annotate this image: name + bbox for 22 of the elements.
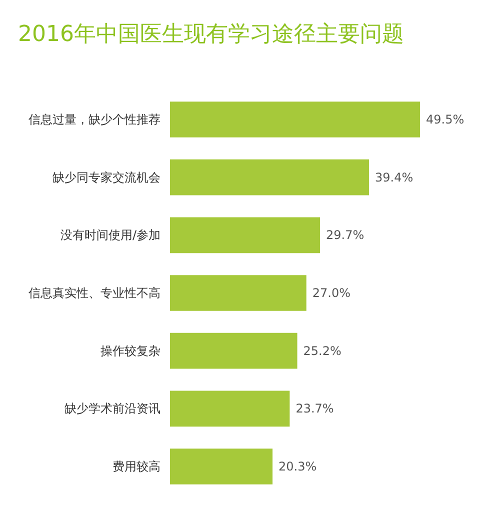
data-label: 39.4% [374,170,414,184]
y-tick-label: 信息真实性、专业性不高 [28,286,160,300]
data-label: 20.3% [278,460,317,474]
data-label: 29.7% [326,228,364,242]
data-label: 23.7% [296,402,334,416]
bar [170,275,306,311]
bar [170,332,298,369]
data-label: 27.0% [312,286,350,300]
y-tick-label: 缺少学术前沿资讯 [64,402,160,416]
y-tick-label: 没有时间使用/参加 [60,228,160,242]
y-tick-label: 操作较复杂 [100,344,160,358]
data-label: 25.2% [303,344,342,358]
bar [170,102,420,138]
chart-title: 2016年中国医生现有学习途径主要问题 [18,22,404,47]
bar [170,217,320,254]
y-tick-label: 信息过量，缺少个性推荐 [28,112,160,126]
bar [170,448,273,484]
y-tick-label: 缺少同专家交流机会 [52,170,160,184]
bar [170,390,290,427]
data-label: 49.5% [426,112,464,126]
y-tick-label: 费用较高 [112,460,160,474]
bar [170,159,369,196]
